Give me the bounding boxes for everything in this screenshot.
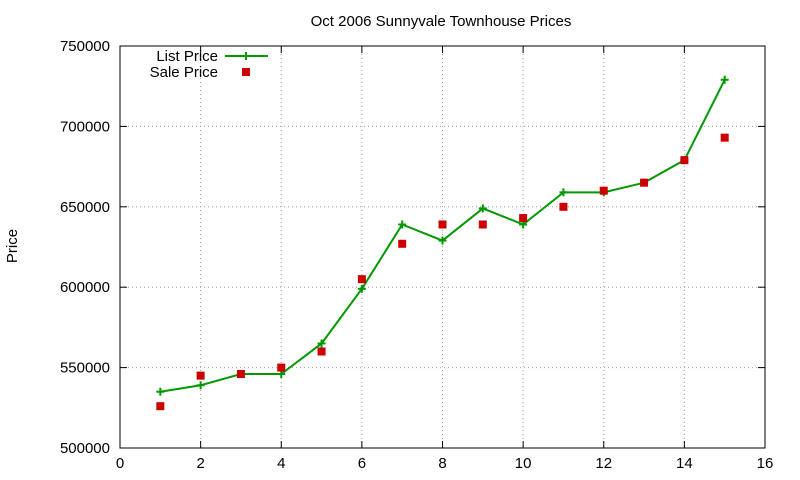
data-point xyxy=(317,347,326,356)
legend-marker xyxy=(242,68,250,76)
data-point xyxy=(519,214,528,223)
data-point xyxy=(156,387,165,396)
legend-label: Sale Price xyxy=(150,64,218,81)
data-point xyxy=(478,220,487,229)
data-point xyxy=(438,220,447,229)
y-tick-label: 650000 xyxy=(60,199,110,216)
series-sale-price xyxy=(156,133,729,411)
data-point xyxy=(720,133,729,142)
y-tick-label: 700000 xyxy=(60,118,110,135)
legend-entry: Sale Price xyxy=(150,64,250,81)
data-point xyxy=(559,202,568,211)
x-tick-label: 14 xyxy=(676,455,693,472)
series-layer xyxy=(156,75,729,411)
data-point xyxy=(599,186,608,195)
x-tick-label: 10 xyxy=(515,455,532,472)
x-tick-label: 2 xyxy=(196,455,204,472)
series-list-price xyxy=(156,75,729,396)
y-axis-label: Price xyxy=(4,229,21,263)
legend-label: List Price xyxy=(156,48,218,65)
y-tick-label: 500000 xyxy=(60,440,110,457)
x-tick-label: 12 xyxy=(595,455,612,472)
data-point xyxy=(196,381,205,390)
legend-entry: List Price xyxy=(156,48,268,65)
data-point xyxy=(277,363,286,372)
data-point xyxy=(438,236,447,245)
data-point xyxy=(398,220,407,229)
x-tick-label: 0 xyxy=(116,455,124,472)
data-point xyxy=(478,204,487,213)
data-point xyxy=(196,371,205,380)
axis-ticks: 0 2 4 6 8 10 12 14 16 500000 550000 600000 650000 700… xyxy=(60,38,773,472)
y-tick-label: 600000 xyxy=(60,279,110,296)
data-point xyxy=(357,284,366,293)
data-point xyxy=(317,339,326,348)
y-tick-label: 750000 xyxy=(60,38,110,55)
data-point xyxy=(640,178,649,187)
data-point xyxy=(559,188,568,197)
x-tick-label: 4 xyxy=(277,455,285,472)
data-point xyxy=(357,275,366,284)
data-point xyxy=(680,156,689,165)
chart-title: Oct 2006 Sunnyvale Townhouse Prices xyxy=(311,13,572,30)
data-point xyxy=(156,402,165,411)
grid xyxy=(120,46,765,448)
x-tick-label: 6 xyxy=(358,455,366,472)
data-point xyxy=(398,239,407,248)
x-tick-label: 16 xyxy=(757,455,774,472)
y-tick-label: 550000 xyxy=(60,360,110,377)
data-point xyxy=(720,75,729,84)
x-tick-label: 8 xyxy=(438,455,446,472)
legend-marker xyxy=(242,52,250,60)
data-point xyxy=(236,370,245,379)
